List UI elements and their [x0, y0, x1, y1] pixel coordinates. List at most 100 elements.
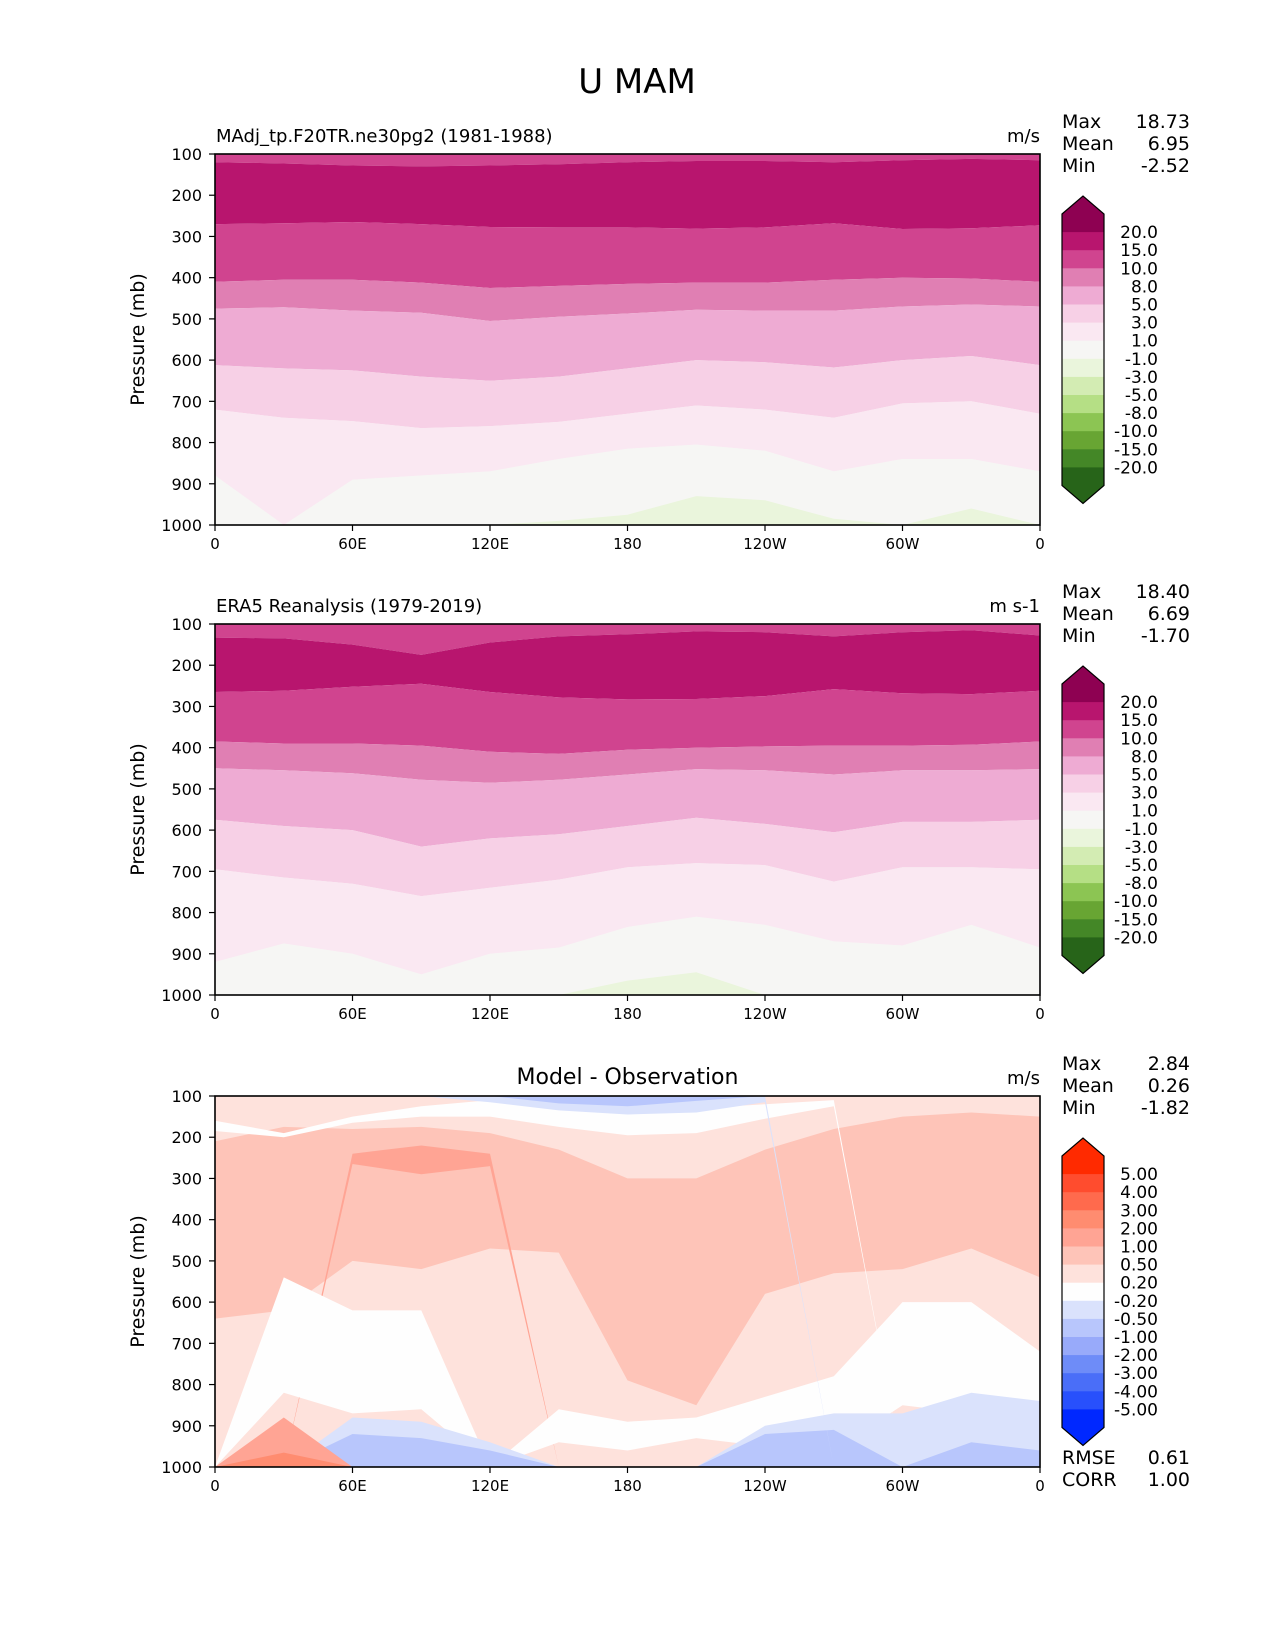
contour-band-7 [215, 916, 1040, 995]
extra-stat-label: RMSE [1062, 1447, 1116, 1469]
colorbar-tick-label: -15.0 [1114, 440, 1158, 460]
colorbar-tick-label: -10.0 [1114, 892, 1158, 912]
y-tick-label: 700 [171, 392, 202, 411]
panel-1: 100 200 300 400 500 600 700 800 900 1000 0 60E 120E 1… [127, 111, 1190, 553]
units-label: m/s [1007, 1068, 1040, 1089]
colorbar-tick-label: 4.00 [1120, 1183, 1158, 1203]
contour-band-5 [215, 356, 1040, 429]
x-tick-label: 120E [471, 535, 509, 553]
y-tick-label: 100 [171, 1087, 202, 1106]
panel-2: 100 200 300 400 500 600 700 800 900 1000 0 60E 120E 1… [127, 581, 1190, 1023]
colorbar-swatch [1062, 901, 1104, 920]
colorbar-tick-label: 8.0 [1131, 277, 1158, 297]
y-tick-label: 900 [171, 945, 202, 964]
stat-label: Min [1062, 1097, 1096, 1119]
extra-stat-label: CORR [1062, 1469, 1117, 1491]
colorbar: 20.015.010.08.05.03.01.0-1.0-3.0-5.0-8.0… [1061, 665, 1158, 975]
stat-label: Mean [1062, 133, 1114, 155]
colorbar-swatch [1062, 1174, 1104, 1193]
stat-value: 2.84 [1148, 1053, 1190, 1075]
y-tick-label: 500 [171, 780, 202, 799]
colorbar-swatch [1062, 1210, 1104, 1229]
colorbar-extend-max [1062, 666, 1104, 684]
colorbar-tick-label: -10.0 [1114, 422, 1158, 442]
y-tick-label: 800 [171, 904, 202, 923]
colorbar-tick-label: 0.20 [1120, 1274, 1158, 1294]
colorbar-swatch [1062, 232, 1104, 251]
y-tick-label: 700 [171, 862, 202, 881]
contour-band-7 [215, 444, 1040, 525]
panel-title-center: Model - Observation [517, 1065, 739, 1090]
colorbar-swatch [1062, 1409, 1104, 1428]
colorbar-swatch [1062, 449, 1104, 468]
contour-band-2 [215, 222, 1040, 288]
contour-band-5 [215, 817, 1040, 897]
contour-band-1 [215, 630, 1040, 700]
colorbar-swatch [1062, 1192, 1104, 1211]
colorbar-tick-label: 1.0 [1131, 332, 1158, 352]
colorbar-tick-label: -3.0 [1125, 368, 1158, 388]
colorbar-extend-max [1062, 196, 1104, 214]
colorbar-tick-label: 3.0 [1131, 784, 1158, 804]
y-tick-label: 500 [171, 1252, 202, 1271]
y-tick-label: 400 [171, 269, 202, 288]
colorbar-swatch [1062, 322, 1104, 342]
contour-band-6 [215, 1429, 1040, 1467]
x-tick-label: 60E [338, 1005, 367, 1023]
x-tick-label: 60W [886, 535, 920, 553]
y-tick-label: 1000 [161, 986, 202, 1005]
colorbar-tick-label: -0.20 [1114, 1292, 1158, 1312]
colorbar-swatch [1062, 1355, 1104, 1374]
y-tick-label: 800 [171, 1376, 202, 1395]
contour-band-8 [215, 972, 1040, 995]
x-tick-label: 120E [471, 1005, 509, 1023]
colorbar-swatch [1062, 1373, 1104, 1392]
colorbar-tick-label: -4.00 [1114, 1382, 1158, 1402]
colorbar-outline [1061, 665, 1105, 975]
colorbar-swatch [1062, 413, 1104, 432]
y-tick-label: 200 [171, 656, 202, 675]
colorbar-tick-label: -3.00 [1114, 1364, 1158, 1384]
y-tick-label: 600 [171, 351, 202, 370]
stat-label: Mean [1062, 1075, 1114, 1097]
colorbar-swatch [1062, 1246, 1104, 1266]
colorbar-swatch [1062, 1228, 1104, 1247]
stat-value: 18.73 [1136, 111, 1190, 133]
colorbar-extend-max [1062, 1138, 1104, 1156]
x-tick-label: 0 [1035, 1005, 1045, 1023]
y-tick-label: 900 [171, 475, 202, 494]
colorbar-swatch [1062, 684, 1104, 703]
colorbar-tick-label: 20.0 [1120, 223, 1158, 243]
panel-title-left: MAdj_tp.F20TR.ne30pg2 (1981-1988) [216, 126, 553, 147]
colorbar-tick-label: 15.0 [1120, 241, 1158, 261]
plot-area [215, 154, 1040, 525]
stat-value: 6.69 [1148, 603, 1190, 625]
contour-band-0 [215, 624, 1040, 655]
colorbar-swatch [1062, 1156, 1104, 1175]
panel-3: 100 200 300 400 500 600 700 800 900 1000 0 60E 120E 1… [127, 1053, 1190, 1495]
extra-stat-value: 1.00 [1148, 1469, 1190, 1491]
colorbar-tick-label: -5.00 [1114, 1400, 1158, 1420]
x-tick-label: 120W [743, 1005, 787, 1023]
contour-band-4 [215, 304, 1040, 381]
x-tick-label: 120W [743, 1477, 787, 1495]
x-tick-label: 180 [613, 1477, 642, 1495]
colorbar-swatch [1062, 431, 1104, 450]
colorbar-swatch [1062, 883, 1104, 902]
colorbar-tick-label: -8.0 [1125, 404, 1158, 424]
stat-value: 18.40 [1136, 581, 1190, 603]
colorbar-tick-label: -1.0 [1125, 350, 1158, 370]
colorbar-swatch [1062, 286, 1104, 305]
colorbar-tick-label: 10.0 [1120, 729, 1158, 749]
colorbar-tick-label: -15.0 [1114, 910, 1158, 930]
x-tick-label: 60E [338, 535, 367, 553]
y-tick-label: 700 [171, 1334, 202, 1353]
stat-label: Max [1062, 1053, 1101, 1075]
stat-label: Max [1062, 581, 1101, 603]
colorbar-tick-label: -1.00 [1114, 1328, 1158, 1348]
contour-band-6 [215, 863, 1040, 975]
contour-band-1 [215, 1112, 1040, 1406]
colorbar-swatch [1062, 1282, 1104, 1302]
